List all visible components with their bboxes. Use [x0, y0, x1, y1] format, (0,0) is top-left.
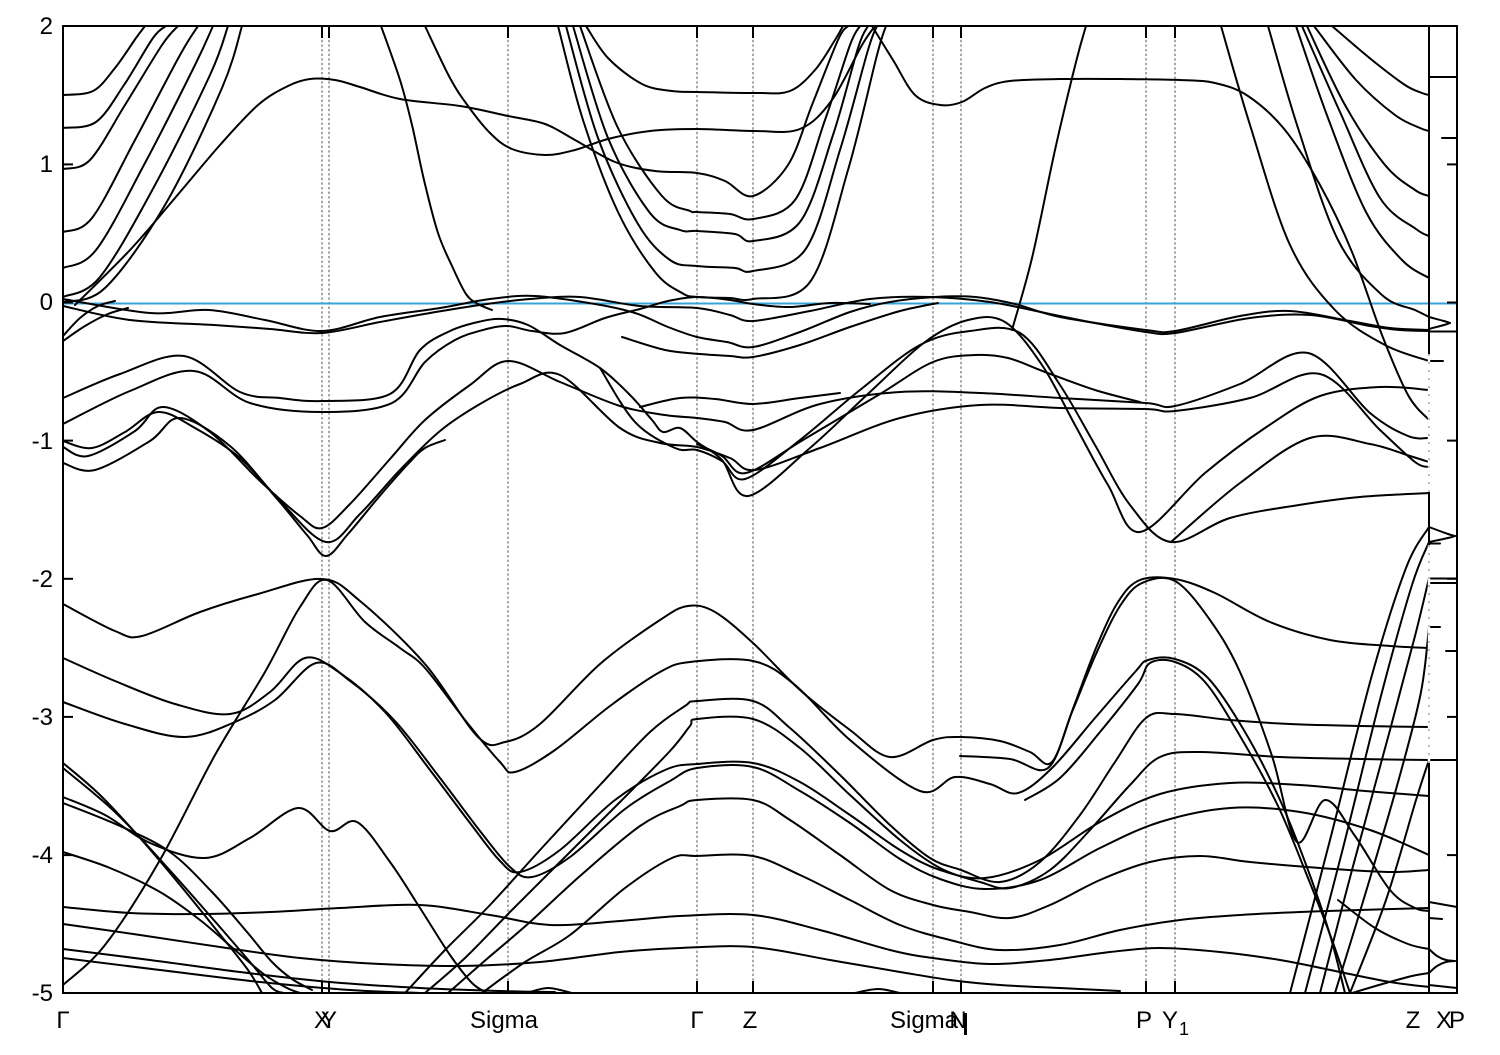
- svg-text:Y: Y: [1162, 1007, 1178, 1034]
- svg-text:N: N: [949, 1007, 966, 1034]
- svg-text:-2: -2: [32, 566, 53, 593]
- svg-text:X: X: [1436, 1007, 1452, 1034]
- svg-text:P: P: [1449, 1007, 1465, 1034]
- svg-text:X: X: [314, 1007, 330, 1034]
- svg-text:Y: Y: [321, 1007, 337, 1034]
- svg-text:-1: -1: [32, 428, 53, 455]
- svg-text:0: 0: [40, 289, 53, 316]
- svg-text:Z: Z: [743, 1007, 758, 1034]
- svg-text:Γ: Γ: [690, 1007, 703, 1034]
- svg-text:P: P: [1136, 1007, 1152, 1034]
- svg-text:Z: Z: [1406, 1007, 1421, 1034]
- svg-text:2: 2: [40, 13, 53, 40]
- svg-text:Γ: Γ: [56, 1007, 69, 1034]
- svg-text:-4: -4: [32, 842, 53, 869]
- svg-text:1: 1: [1179, 1019, 1189, 1039]
- svg-text:Sigma: Sigma: [470, 1007, 539, 1034]
- svg-text:-3: -3: [32, 704, 53, 731]
- svg-text:Sigma: Sigma: [890, 1007, 959, 1034]
- svg-text:1: 1: [40, 151, 53, 178]
- svg-text:-5: -5: [32, 980, 53, 1007]
